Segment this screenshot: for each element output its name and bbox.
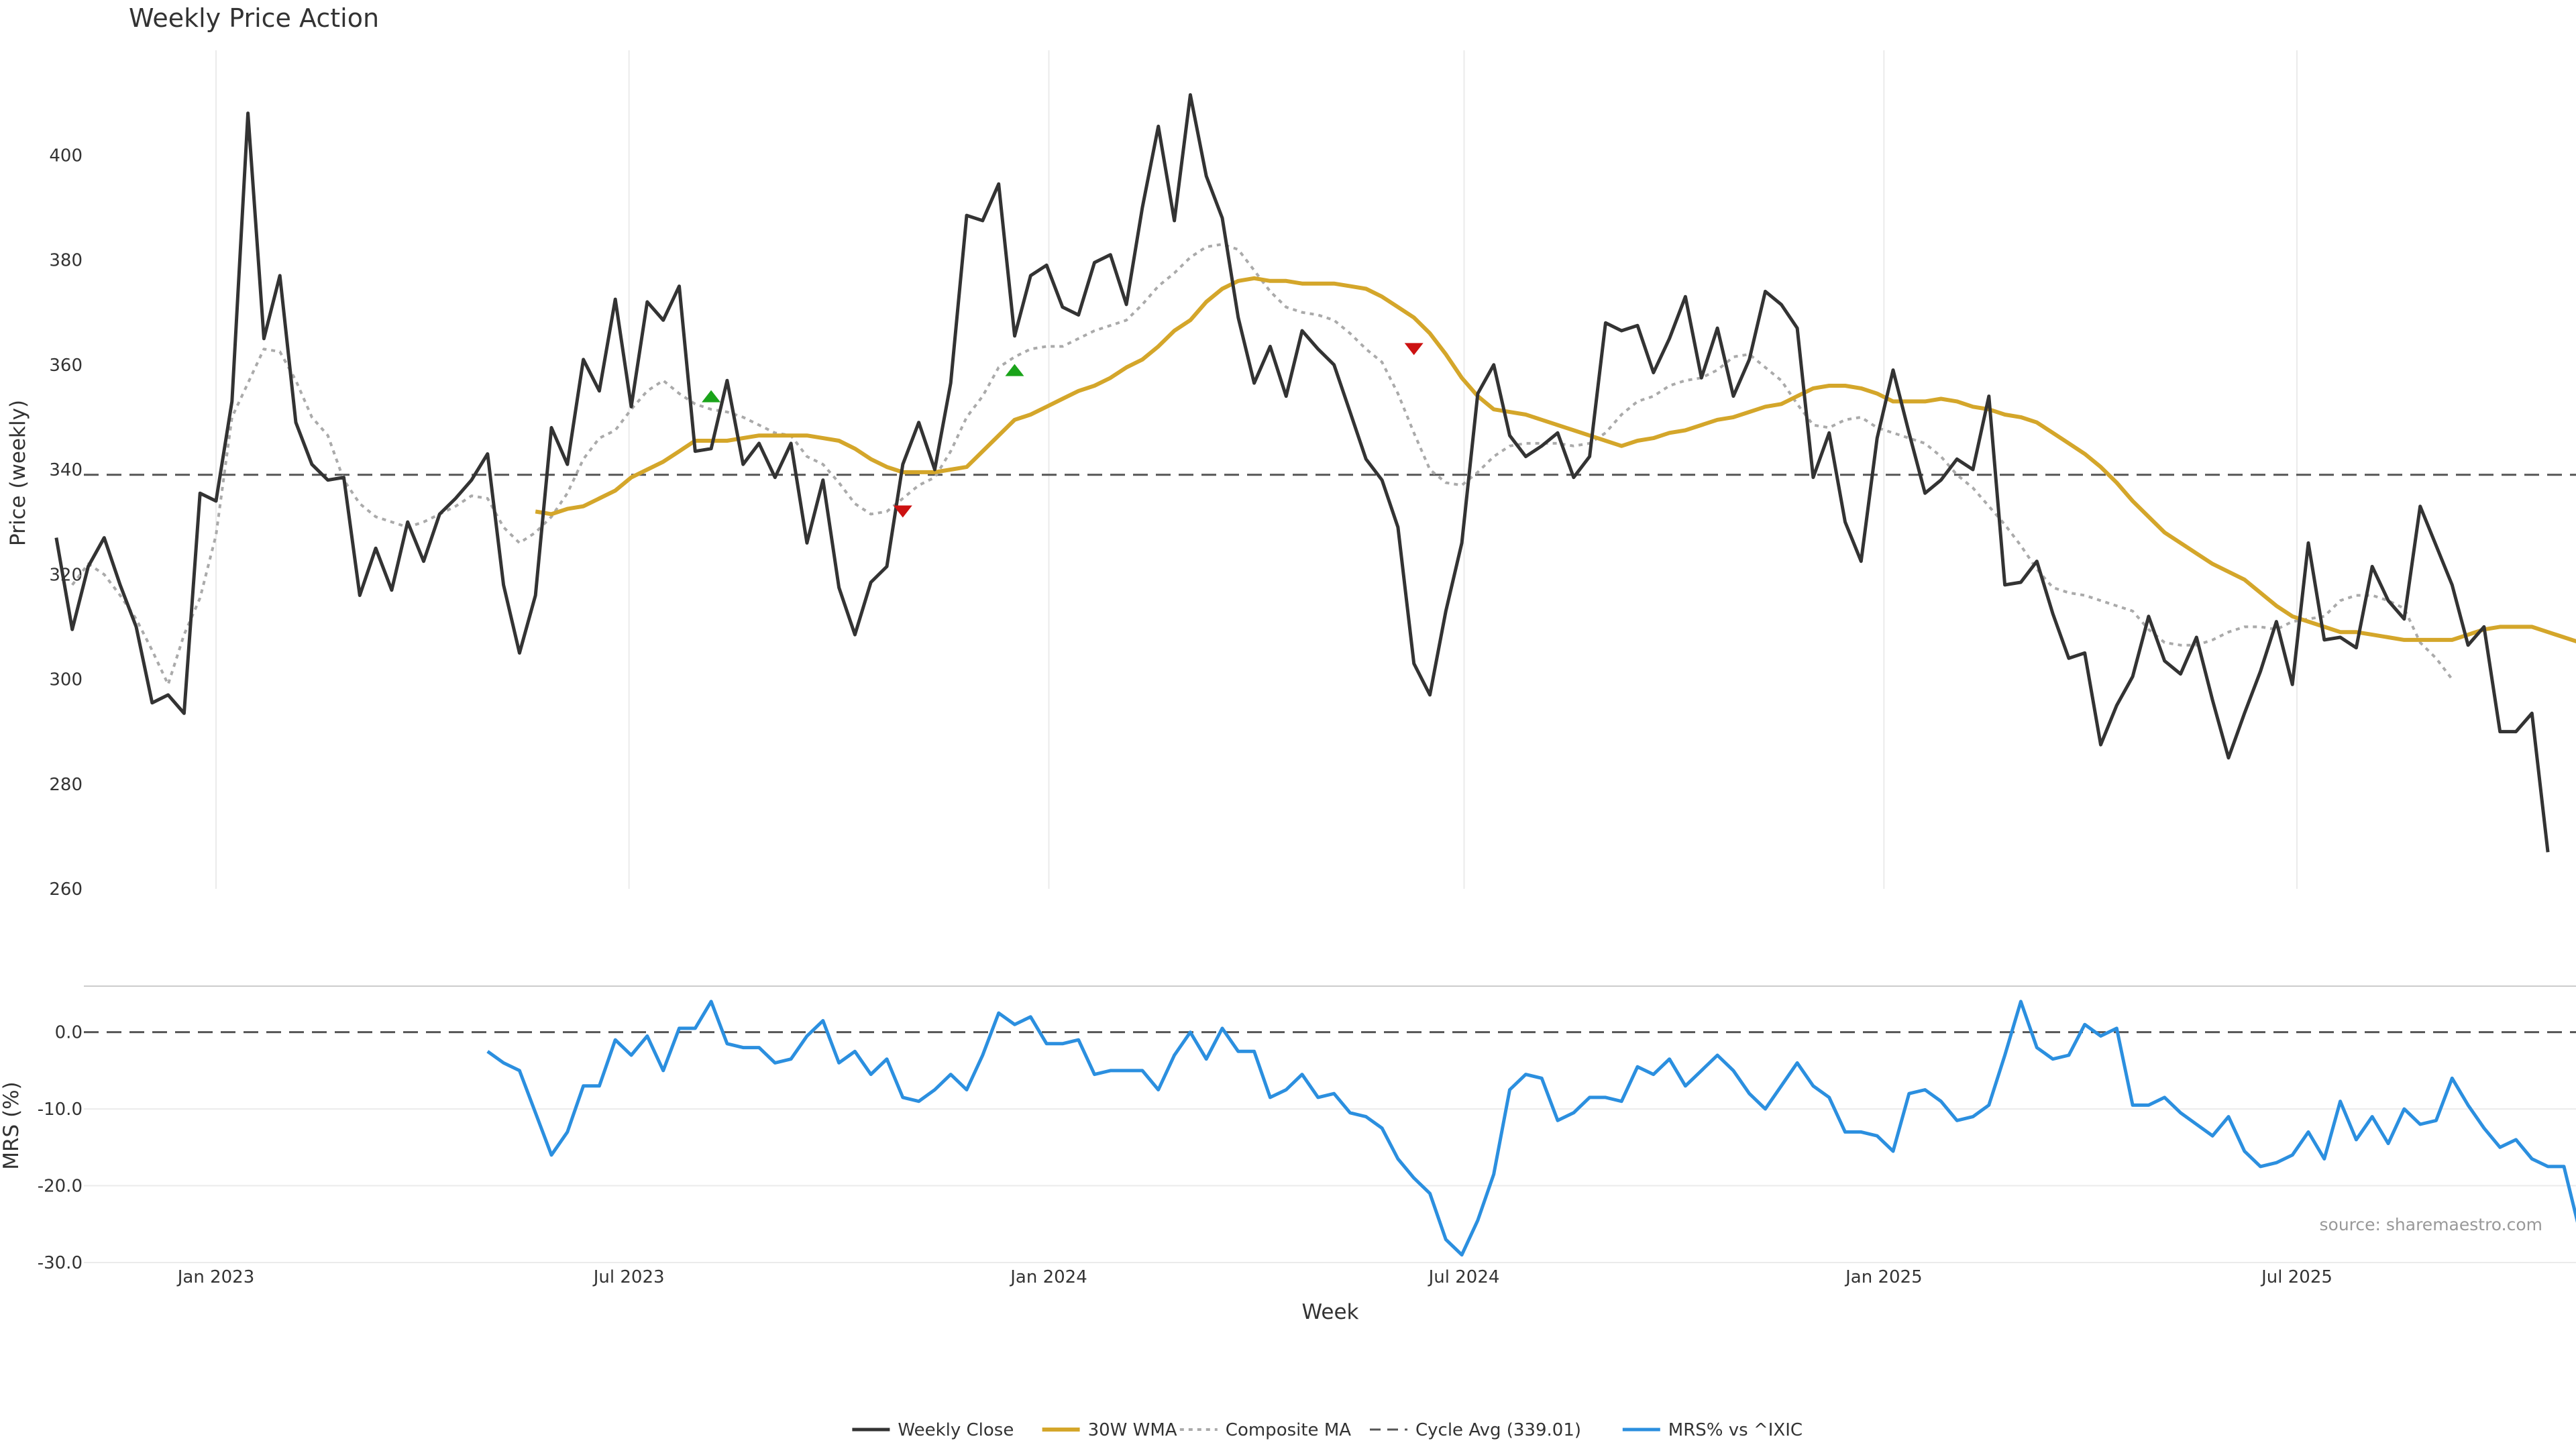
legend: Weekly Close 30W WMA Composite MA Cycle Avg… <box>852 1420 1803 1440</box>
price-y-tick-label: 260 <box>49 879 83 900</box>
price-y-tick-label: 280 <box>49 775 83 795</box>
buy-signal-marker <box>1005 364 1024 376</box>
series-30w-wma <box>535 276 2576 644</box>
chart-title: Weekly Price Action <box>129 3 379 33</box>
legend-label: 30W WMA <box>1088 1420 1177 1440</box>
price-y-tick-label: 340 <box>49 460 83 480</box>
series-mrs <box>486 1000 2576 1257</box>
price-y-tick-label: 360 <box>49 356 83 376</box>
x-tick-label: Jul 2023 <box>592 1267 665 1287</box>
price-y-tick-label: 380 <box>49 251 83 271</box>
price-y-tick-label: 400 <box>49 146 83 166</box>
mrs-grid <box>84 1108 2576 1263</box>
price-y-tick-label: 300 <box>49 670 83 690</box>
x-tick-label: Jul 2024 <box>1428 1267 1500 1287</box>
sell-signal-marker <box>1404 343 1424 356</box>
buy-signal-marker <box>702 390 721 402</box>
mrs-y-tick-label: -10.0 <box>38 1099 83 1120</box>
x-tick-label: Jan 2024 <box>1009 1267 1087 1287</box>
price-grid <box>215 50 2298 889</box>
source-note: source: sharemaestro.com <box>2320 1215 2543 1234</box>
price-series-group <box>54 93 2576 853</box>
x-tick-label: Jul 2025 <box>2260 1267 2332 1287</box>
series-weekly-close <box>54 93 2550 853</box>
price-y-ticks: 260 280 300 320 340 360 380 400 <box>49 146 83 900</box>
mrs-y-tick-label: 0.0 <box>55 1023 83 1043</box>
signal-markers <box>702 343 1424 518</box>
price-y-axis-title: Price (weekly) <box>6 400 30 546</box>
x-ticks: Jan 2023 Jul 2023 Jan 2024 Jul 2024 Jan 2025… <box>176 1267 2332 1287</box>
mrs-series-group <box>486 1000 2576 1257</box>
price-panel: 260 280 300 320 340 360 380 400 Price (weekly) <box>6 50 2576 900</box>
legend-label: Cycle Avg (339.01) <box>1415 1420 1581 1440</box>
legend-label: MRS% vs ^IXIC <box>1668 1420 1803 1440</box>
mrs-y-tick-label: -30.0 <box>38 1253 83 1273</box>
legend-label: Weekly Close <box>898 1420 1014 1440</box>
price-y-tick-label: 320 <box>49 565 83 585</box>
sell-signal-marker <box>893 505 912 518</box>
x-tick-label: Jan 2023 <box>176 1267 255 1287</box>
mrs-y-tick-label: -20.0 <box>38 1177 83 1197</box>
mrs-y-axis-title: MRS (%) <box>0 1081 23 1169</box>
mrs-y-ticks: -30.0 -20.0 -10.0 0.0 <box>38 1023 83 1273</box>
mrs-panel: -30.0 -20.0 -10.0 0.0 MRS (%) <box>0 985 2576 1273</box>
legend-label: Composite MA <box>1226 1420 1351 1440</box>
x-axis-title: Week <box>1302 1300 1359 1324</box>
x-tick-label: Jan 2025 <box>1844 1267 1923 1287</box>
